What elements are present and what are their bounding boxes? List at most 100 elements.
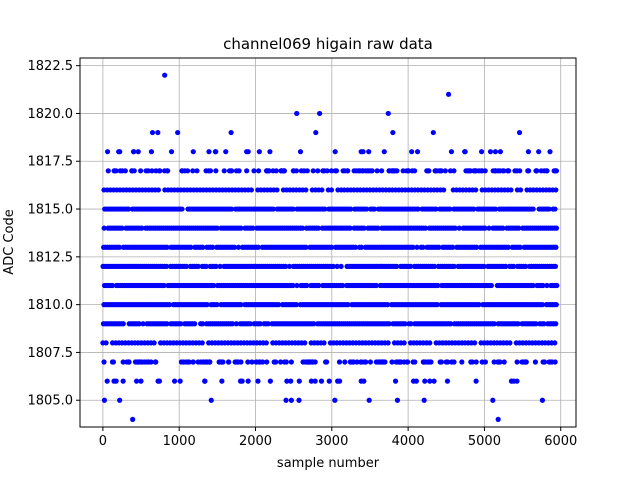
- data-point: [161, 282, 167, 289]
- data-point: [533, 321, 539, 327]
- data-point: [408, 321, 414, 327]
- data-point: [304, 282, 310, 289]
- data-point: [425, 359, 431, 365]
- data-point: [553, 321, 559, 327]
- data-point: [226, 359, 232, 365]
- data-point: [361, 378, 367, 384]
- data-point: [311, 321, 317, 327]
- data-point: [421, 397, 427, 403]
- y-tick-label: 1815.0: [28, 203, 74, 218]
- data-point: [382, 359, 388, 365]
- data-point: [281, 359, 288, 365]
- data-point: [202, 378, 208, 384]
- x-tick-label: 5000: [468, 434, 501, 449]
- data-point: [452, 225, 458, 231]
- data-point: [410, 244, 416, 250]
- data-point: [263, 340, 269, 346]
- data-point: [138, 168, 144, 174]
- data-point: [211, 282, 217, 289]
- data-point: [328, 168, 335, 174]
- data-point: [518, 187, 524, 193]
- data-point: [374, 168, 380, 174]
- data-point: [109, 359, 116, 365]
- data-point: [155, 378, 161, 384]
- data-point: [116, 244, 123, 250]
- data-point: [385, 110, 391, 117]
- x-axis-label: sample number: [277, 456, 380, 471]
- data-point: [206, 149, 212, 155]
- data-point: [282, 263, 289, 269]
- data-point: [195, 263, 201, 269]
- data-point: [119, 225, 125, 231]
- chart-title: channel069 higain raw data: [223, 35, 433, 53]
- data-point: [265, 321, 271, 327]
- data-point: [492, 149, 498, 155]
- data-point: [473, 187, 479, 193]
- x-tick-label: 2000: [239, 434, 272, 449]
- data-point: [194, 168, 200, 174]
- data-point: [120, 378, 126, 384]
- data-point: [338, 263, 344, 269]
- data-point: [546, 206, 552, 212]
- data-point: [117, 397, 123, 403]
- data-point: [358, 359, 364, 365]
- data-point: [200, 244, 206, 250]
- data-point: [367, 359, 374, 365]
- data-point: [163, 263, 170, 269]
- data-point: [120, 321, 126, 327]
- data-point: [313, 129, 319, 136]
- data-point: [347, 225, 353, 231]
- data-point: [525, 168, 531, 174]
- data-point: [183, 263, 189, 269]
- data-point: [223, 149, 229, 155]
- data-point: [471, 206, 477, 212]
- data-point: [385, 302, 391, 308]
- data-point: [324, 168, 330, 174]
- data-point: [134, 359, 141, 365]
- data-point: [208, 397, 214, 403]
- data-point: [482, 225, 488, 231]
- data-point: [139, 225, 145, 231]
- data-point: [231, 244, 238, 250]
- data-point: [368, 168, 374, 174]
- data-point: [363, 359, 369, 365]
- data-point: [405, 168, 411, 174]
- data-point: [385, 340, 391, 346]
- data-point: [153, 359, 159, 365]
- data-point: [217, 263, 223, 269]
- data-point: [503, 263, 509, 269]
- data-point: [297, 149, 304, 155]
- x-tick-label: 6000: [544, 434, 577, 449]
- y-tick-label: 1817.5: [28, 155, 74, 170]
- data-point: [473, 378, 479, 384]
- y-axis-ticks: 1805.0 1807.5 1810.0 1812.5 1815.0 1817.5 1820…: [28, 59, 80, 409]
- data-point: [178, 321, 184, 327]
- data-point: [486, 225, 492, 231]
- data-point: [138, 359, 144, 365]
- data-point: [267, 149, 273, 155]
- data-point: [228, 129, 234, 136]
- data-point: [326, 378, 332, 384]
- data-point: [394, 263, 400, 269]
- data-point: [479, 359, 485, 365]
- data-point: [179, 168, 185, 174]
- plot-area: [80, 58, 576, 427]
- data-point: [244, 168, 250, 174]
- data-point: [516, 129, 523, 136]
- data-point: [213, 168, 219, 174]
- data-point: [238, 302, 244, 308]
- data-point: [288, 378, 294, 384]
- data-point: [149, 168, 155, 174]
- data-point: [431, 378, 437, 384]
- data-point: [462, 149, 468, 155]
- data-point: [552, 263, 559, 269]
- data-point: [540, 282, 546, 289]
- data-point: [274, 187, 280, 193]
- data-point: [125, 206, 132, 212]
- data-point: [336, 359, 343, 365]
- data-point: [237, 378, 244, 384]
- y-axis-label: ADC Code: [2, 209, 17, 274]
- data-point: [451, 263, 457, 269]
- data-point: [188, 244, 194, 250]
